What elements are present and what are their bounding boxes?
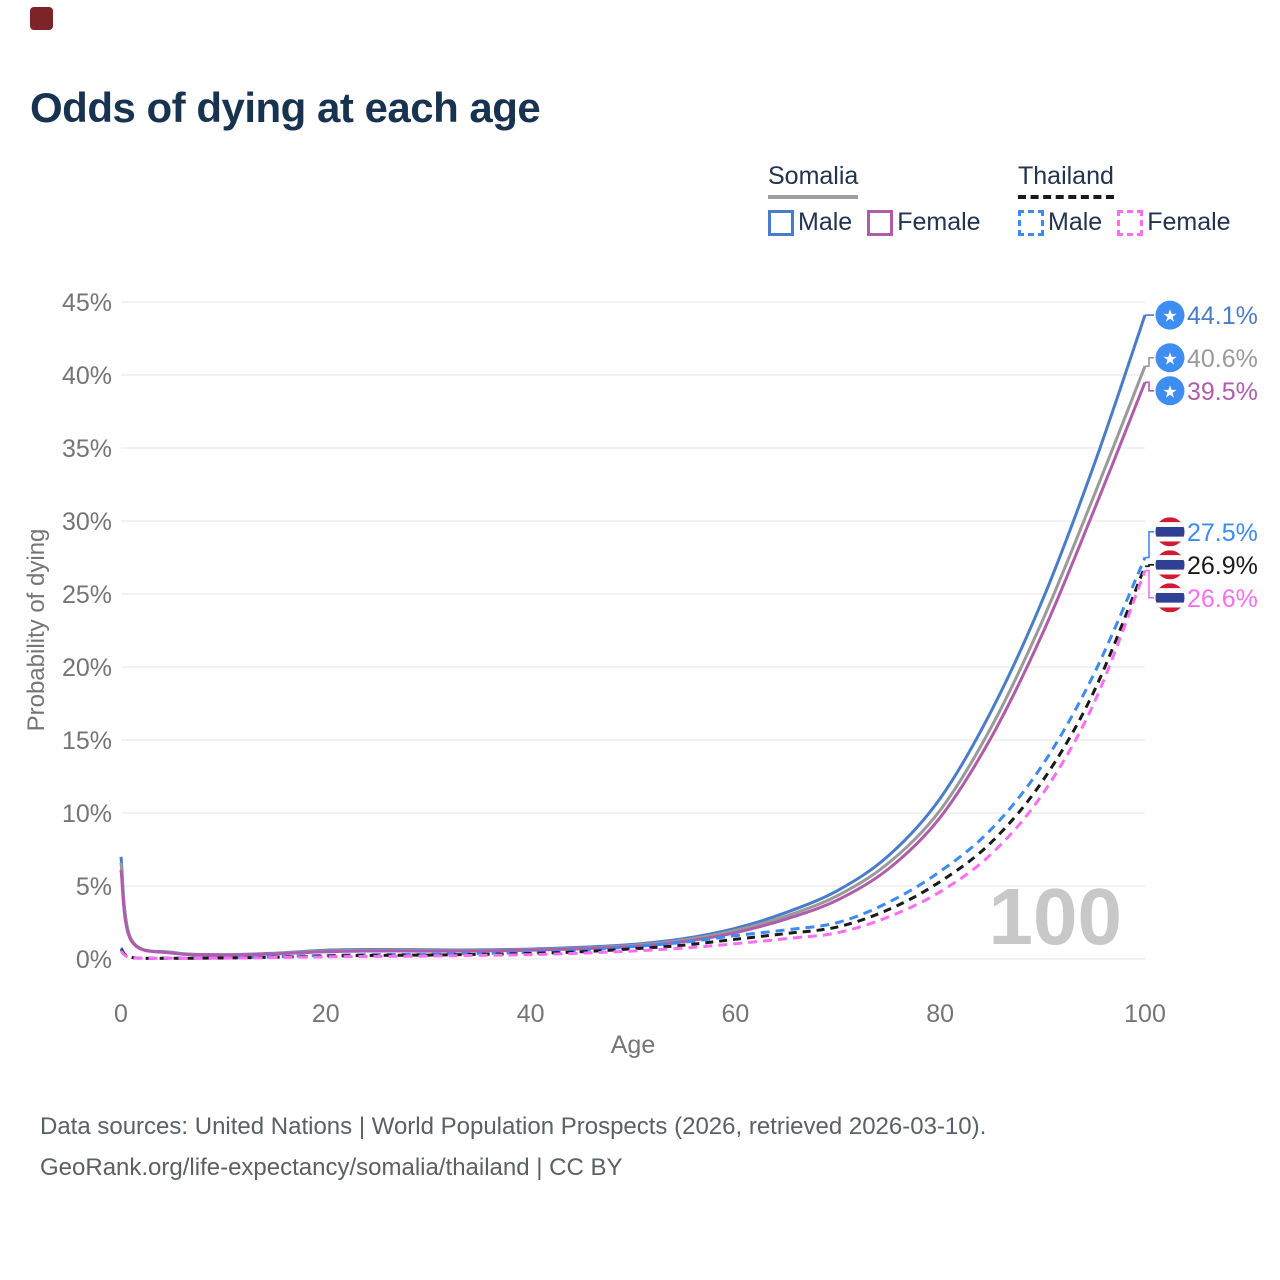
y-tick-label: 40% xyxy=(62,362,112,390)
y-axis-title: Probability of dying xyxy=(23,529,50,732)
x-axis-title: Age xyxy=(611,1031,655,1059)
series-line-thailand-female[interactable] xyxy=(119,570,1147,960)
end-value-label: 27.5% xyxy=(1187,519,1258,547)
thailand-flag-icon xyxy=(1155,550,1185,580)
legend-item-thailand-male[interactable]: Male xyxy=(1018,208,1102,237)
series-line-somalia-male[interactable] xyxy=(119,314,1147,957)
legend-label-thailand-female: Female xyxy=(1147,208,1231,236)
end-value-label: 40.6% xyxy=(1187,345,1258,373)
thailand-flag-icon xyxy=(1155,583,1185,613)
x-tick-label: 20 xyxy=(312,1000,340,1028)
series-line-somalia-both-sexes[interactable] xyxy=(119,365,1147,957)
legend-label-somalia-male: Male xyxy=(798,208,853,236)
label-connector xyxy=(1145,569,1154,599)
y-tick-label: 5% xyxy=(76,873,112,901)
hover-age-watermark: 100 xyxy=(989,872,1122,961)
thailand-flag-icon xyxy=(1155,517,1185,547)
end-value-label: 39.5% xyxy=(1187,378,1258,406)
end-value-label: 26.9% xyxy=(1187,552,1258,580)
label-connector xyxy=(1145,531,1154,559)
end-value-label: 26.6% xyxy=(1187,585,1258,613)
label-connector xyxy=(1145,381,1154,392)
y-tick-label: 20% xyxy=(62,654,112,682)
y-tick-label: 15% xyxy=(62,727,112,755)
label-connector xyxy=(1145,564,1154,568)
star-icon: ★ xyxy=(1162,382,1177,402)
y-tick-label: 45% xyxy=(62,289,112,317)
somalia-male-swatch-icon xyxy=(768,209,794,236)
footer-sources: Data sources: United Nations | World Pop… xyxy=(40,1113,987,1140)
somalia-flag-icon: ★ xyxy=(1155,300,1185,330)
legend-items-somalia: Male Female xyxy=(768,208,981,237)
thailand-female-swatch-icon xyxy=(1117,209,1144,236)
legend-item-somalia-female[interactable]: Female xyxy=(867,208,981,237)
footer-attribution: GeoRank.org/life-expectancy/somalia/thai… xyxy=(40,1154,623,1181)
somalia-flag-icon: ★ xyxy=(1155,343,1185,373)
star-icon: ★ xyxy=(1162,307,1177,327)
thailand-male-swatch-icon xyxy=(1018,209,1044,236)
y-tick-label: 10% xyxy=(62,800,112,828)
legend-header-thailand: Thailand xyxy=(1018,162,1114,199)
legend-group-thailand: Thailand Male Female xyxy=(1018,162,1231,237)
legend-label-thailand-male: Male xyxy=(1048,208,1103,236)
x-tick-label: 40 xyxy=(517,1000,545,1028)
page-title: Odds of dying at each age xyxy=(30,84,541,131)
x-tick-label: 0 xyxy=(114,1000,128,1028)
legend-group-somalia: Somalia Male Female xyxy=(768,162,981,237)
y-tick-label: 25% xyxy=(62,581,112,609)
legend-items-thailand: Male Female xyxy=(1018,208,1231,237)
x-tick-label: 60 xyxy=(721,1000,749,1028)
y-tick-label: 0% xyxy=(76,946,112,974)
legend-item-thailand-female[interactable]: Female xyxy=(1117,208,1231,237)
somalia-flag-icon: ★ xyxy=(1155,376,1185,406)
footer: Data sources: United Nations | World Pop… xyxy=(40,1106,986,1188)
x-tick-label: 100 xyxy=(1124,1000,1166,1028)
legend-label-somalia-female: Female xyxy=(897,208,981,236)
y-tick-label: 35% xyxy=(62,435,112,463)
x-tick-label: 80 xyxy=(926,1000,954,1028)
label-connector xyxy=(1145,357,1154,367)
y-tick-label: 30% xyxy=(62,508,112,536)
star-icon: ★ xyxy=(1162,349,1177,369)
end-value-label: 44.1% xyxy=(1187,302,1258,330)
legend-item-somalia-male[interactable]: Male xyxy=(768,208,852,237)
logo-mark xyxy=(30,7,53,30)
somalia-female-swatch-icon xyxy=(867,209,894,236)
series-line-somalia-female[interactable] xyxy=(119,381,1147,957)
legend-header-somalia: Somalia xyxy=(768,162,859,199)
